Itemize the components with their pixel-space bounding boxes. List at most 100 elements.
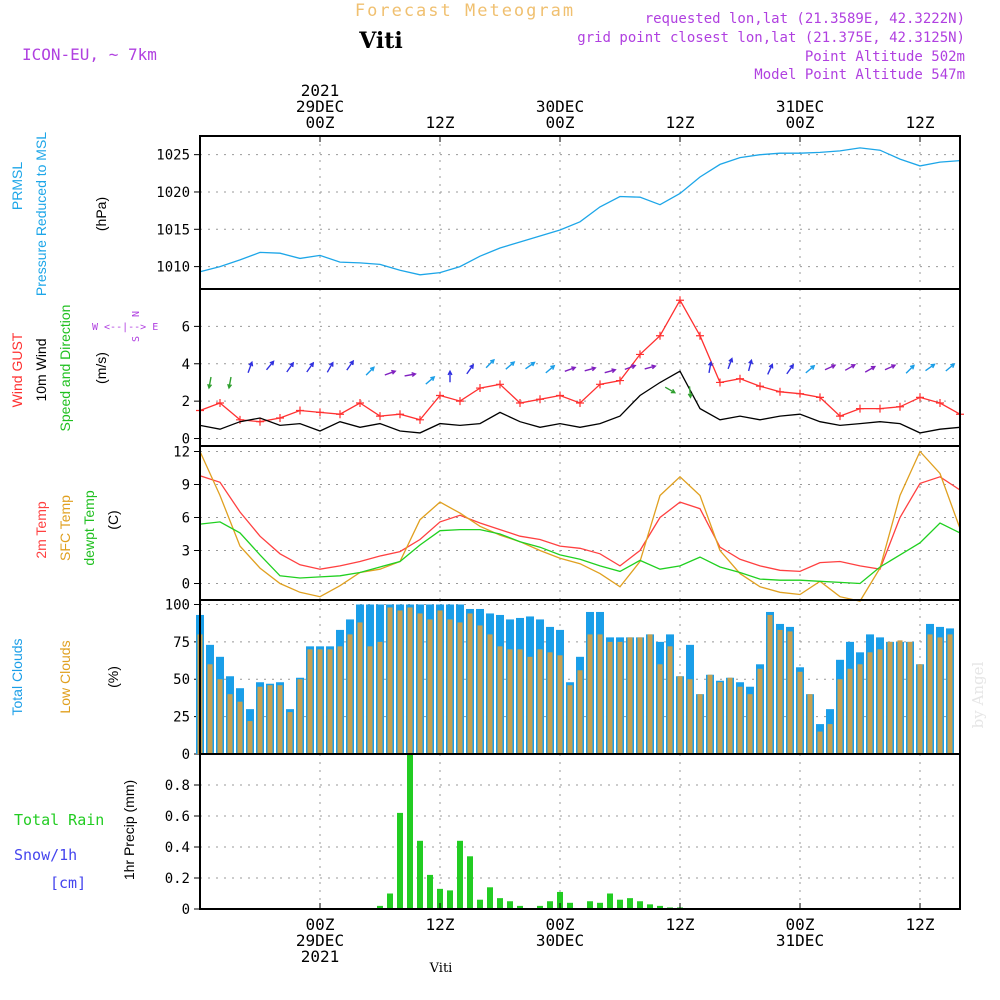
precipitation-rain-bar <box>457 840 463 909</box>
dewpt-line <box>199 521 961 585</box>
precipitation-rain-bar <box>387 893 393 909</box>
clouds-low-bar <box>747 694 753 754</box>
wind-direction-arrow <box>584 366 597 372</box>
wind-direction-arrow <box>227 376 233 390</box>
clouds-low-bar <box>507 649 513 754</box>
compass-south-label: S <box>131 336 142 342</box>
wind-direction-arrow <box>864 365 877 373</box>
compass-north-label: N <box>131 311 142 317</box>
precipitation-rain-bar <box>427 874 433 909</box>
clouds-low-bar <box>527 656 533 754</box>
wind-gust-label: Wind GUST <box>9 332 25 407</box>
clouds-low-bar <box>257 686 263 754</box>
wind-direction-arrow <box>326 361 334 373</box>
clouds-low-bar <box>627 637 633 754</box>
clouds-ytick-label: 100 <box>165 597 190 613</box>
clouds-low-bar <box>737 686 743 754</box>
gust-marker <box>696 331 704 340</box>
temp-sfc-label: SFC Temp <box>57 495 73 561</box>
gust-marker <box>476 384 484 393</box>
clouds-low-bar <box>367 646 373 754</box>
precipitation-rain-bar <box>587 901 593 909</box>
precipitation-rain-bar <box>607 893 613 909</box>
gust-marker <box>656 331 664 340</box>
gust-marker <box>676 296 684 305</box>
precipitation-rain-bar <box>417 840 423 909</box>
wind-direction-arrow <box>404 372 417 378</box>
precipitation-rain-bar <box>647 904 653 909</box>
wind-direction-arrow <box>604 368 617 374</box>
temperature-ytick-label: 0 <box>182 577 190 593</box>
gust-marker <box>236 415 244 424</box>
wind-direction-arrow <box>306 361 315 373</box>
top-time-label: 29DEC <box>296 97 344 116</box>
plot-layer: 10101015102010250246036912025507510000.2… <box>156 81 964 966</box>
wind-line <box>199 370 961 434</box>
wind-direction-arrow <box>644 364 657 370</box>
clouds-low-bar <box>467 613 473 754</box>
wind-direction-arrow <box>505 361 516 370</box>
gust-marker <box>536 395 544 404</box>
precipitation-rain-bar <box>597 902 603 909</box>
clouds-low-bar <box>567 685 573 754</box>
clouds-low-bar <box>337 646 343 754</box>
wind-direction-arrow <box>466 363 475 375</box>
wind-direction-arrow <box>727 357 734 370</box>
gust-marker <box>936 399 944 408</box>
gust-marker <box>216 399 224 408</box>
top-time-label: 00Z <box>786 113 815 132</box>
clouds-low-bar <box>497 646 503 754</box>
bottom-time-label: 31DEC <box>776 931 824 950</box>
clouds-low-bar <box>397 610 403 754</box>
gust-marker <box>876 404 884 413</box>
top-time-label: 2021 <box>301 81 340 100</box>
clouds-low-bar <box>207 664 213 754</box>
clouds-low-bar <box>607 641 613 754</box>
clouds-low-bar <box>767 614 773 754</box>
precipitation-rain-bar <box>537 905 543 909</box>
wind-direction-arrow <box>545 364 556 374</box>
gust-marker <box>436 391 444 400</box>
clouds-low-bar <box>677 676 683 754</box>
clouds-low-bar <box>647 634 653 754</box>
precipitation-rain-bar <box>617 899 623 909</box>
gust-marker <box>756 382 764 391</box>
clouds-ytick-label: 25 <box>173 710 190 726</box>
clouds-low-bar <box>697 694 703 754</box>
wind-direction-arrow <box>707 360 713 374</box>
clouds-low-bar <box>387 607 393 754</box>
gust-marker <box>776 387 784 396</box>
precipitation-rain-bar <box>627 898 633 909</box>
compass-west-east-label: W <--|--> E <box>92 322 158 333</box>
gust-marker <box>356 399 364 408</box>
wind-direction-arrow <box>525 361 536 370</box>
temperature-ytick-label: 12 <box>173 445 190 461</box>
gust-marker <box>516 399 524 408</box>
precipitation-rain-bar <box>467 856 473 909</box>
pressure-ytick-label: 1010 <box>156 260 190 276</box>
temperature-ytick-label: 3 <box>182 544 190 560</box>
pressure-label-prmsl: PRMSL <box>9 162 25 210</box>
precipitation-ytick-label: 0.8 <box>165 778 190 794</box>
bottom-time-label: 00Z <box>546 915 575 934</box>
wind-direction-arrow <box>564 366 577 372</box>
pressure-ytick-label: 1020 <box>156 185 190 201</box>
clouds-low-bar <box>917 664 923 754</box>
clouds-low-bar <box>877 649 883 754</box>
gust-marker <box>576 399 584 408</box>
precipitation-rain-bar <box>497 898 503 909</box>
clouds-low-bar <box>937 637 943 754</box>
clouds-ytick-label: 75 <box>173 635 190 651</box>
wind-direction-arrow <box>687 386 693 399</box>
precipitation-rain-bar <box>437 888 443 909</box>
clouds-low-bar <box>757 668 763 754</box>
gust-marker <box>816 393 824 402</box>
gust-marker <box>796 389 804 398</box>
grid-point-coordinates: grid point closest lon,lat (21.375E, 42.… <box>577 30 965 46</box>
clouds-unit-label: (%) <box>105 666 121 688</box>
wind-direction-arrow <box>945 363 956 372</box>
clouds-low-bar <box>947 634 953 754</box>
clouds-low-bar <box>357 622 363 754</box>
chart-title: Forecast Meteogram <box>355 1 575 21</box>
wind-direction-arrow <box>905 364 915 374</box>
